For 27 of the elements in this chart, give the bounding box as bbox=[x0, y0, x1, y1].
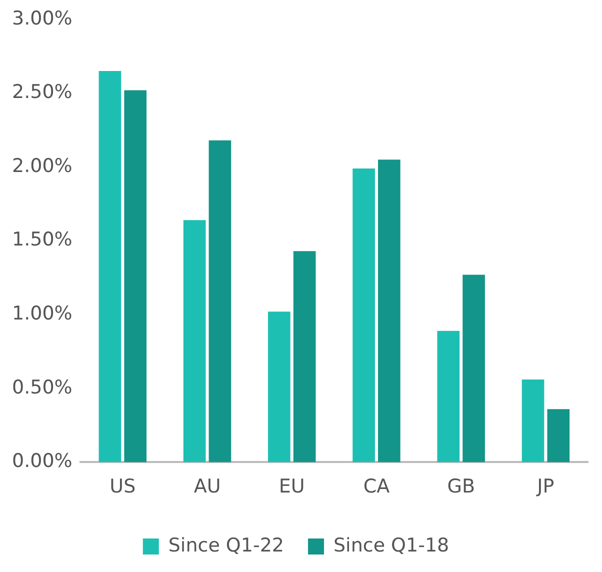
legend-label: Since Q1-22 bbox=[168, 534, 284, 556]
bar bbox=[352, 168, 375, 462]
legend-label: Since Q1-18 bbox=[334, 534, 450, 556]
bar bbox=[293, 251, 316, 462]
y-tick-label: 0.50% bbox=[12, 376, 72, 398]
x-tick-label: US bbox=[110, 476, 136, 498]
bar bbox=[268, 312, 290, 462]
bar bbox=[547, 409, 570, 462]
bar bbox=[98, 71, 122, 462]
bar bbox=[124, 90, 147, 462]
x-tick-label: JP bbox=[536, 476, 554, 498]
bar bbox=[522, 380, 544, 462]
bar bbox=[378, 160, 400, 462]
y-tick-label: 2.00% bbox=[12, 154, 72, 177]
y-tick-label: 1.50% bbox=[12, 228, 72, 251]
bar bbox=[183, 220, 206, 462]
bar bbox=[208, 140, 232, 462]
x-tick-label: CA bbox=[363, 476, 390, 498]
bar bbox=[462, 274, 485, 462]
x-tick-label: EU bbox=[278, 476, 305, 498]
y-tick-label: 2.50% bbox=[12, 81, 72, 104]
y-tick-label: 0.00% bbox=[12, 450, 72, 472]
y-tick-label: 1.00% bbox=[12, 302, 72, 325]
bar bbox=[437, 330, 460, 462]
x-tick-label: GB bbox=[447, 476, 475, 498]
x-tick-label: AU bbox=[194, 476, 221, 498]
y-tick-label: 3.00% bbox=[12, 7, 72, 30]
